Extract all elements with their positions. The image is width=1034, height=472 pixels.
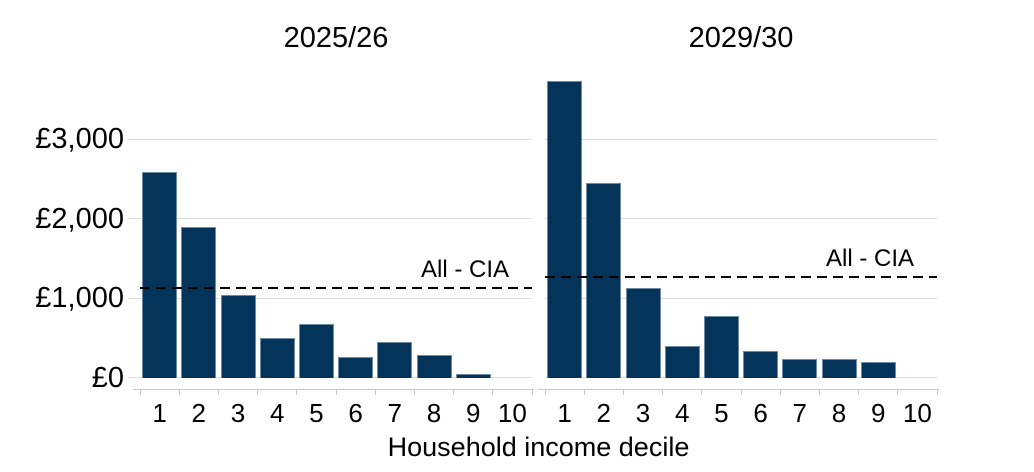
x-axis-tick xyxy=(453,389,455,395)
bar-decile-9 xyxy=(860,361,896,378)
x-axis-tick xyxy=(178,389,180,395)
reference-line-label: All - CIA xyxy=(420,256,509,284)
x-tick-label-decile-2: 2 xyxy=(596,398,612,428)
x-tick-label-decile-3: 3 xyxy=(230,398,246,428)
y-tick-label: £0 xyxy=(91,361,124,394)
x-tick-label-decile-9: 9 xyxy=(465,398,481,428)
bar-decile-8 xyxy=(821,358,857,378)
bar-decile-4 xyxy=(259,337,295,378)
bar-decile-8 xyxy=(416,354,452,378)
x-tick-label-decile-10: 10 xyxy=(902,398,932,428)
bar-decile-1 xyxy=(547,80,583,378)
y-axis-tick xyxy=(128,218,141,219)
bar-decile-7 xyxy=(782,358,818,378)
x-axis-tick xyxy=(257,389,259,395)
gridline xyxy=(545,297,937,299)
gridline xyxy=(140,218,532,219)
bar-decile-1 xyxy=(142,171,178,378)
x-tick-label-decile-7: 7 xyxy=(387,398,403,428)
gridline xyxy=(545,218,937,219)
bar-decile-9 xyxy=(455,373,491,378)
x-tick-label-decile-1: 1 xyxy=(557,398,572,428)
x-axis-tick xyxy=(139,389,141,395)
reference-line xyxy=(140,287,532,290)
x-tick-label-decile-5: 5 xyxy=(309,398,324,428)
x-axis-tick xyxy=(413,389,415,395)
bar-decile-2 xyxy=(181,226,217,378)
x-axis-tick xyxy=(662,389,664,395)
x-axis-title: Household income decile xyxy=(387,432,690,462)
bar-decile-3 xyxy=(220,294,256,378)
x-axis-tick xyxy=(818,389,820,395)
y-axis-tick xyxy=(128,297,141,299)
y-tick-label: £3,000 xyxy=(35,123,124,155)
gridline xyxy=(140,377,532,378)
y-axis-tick xyxy=(128,138,141,140)
y-tick-label: £1,000 xyxy=(35,282,124,314)
x-axis-tick xyxy=(622,389,624,395)
bar-decile-6 xyxy=(338,356,374,378)
gridline xyxy=(140,297,532,299)
bar-decile-6 xyxy=(743,350,779,378)
x-axis-tick xyxy=(217,389,219,395)
x-axis-tick xyxy=(740,389,742,395)
x-tick-label-decile-8: 8 xyxy=(426,398,442,428)
x-tick-label-decile-6: 6 xyxy=(753,398,768,428)
x-axis-tick xyxy=(583,389,585,395)
x-axis-tick xyxy=(492,389,494,395)
gridline xyxy=(140,138,532,140)
x-axis-tick xyxy=(296,389,298,395)
x-axis-tick xyxy=(374,389,376,395)
x-axis-line xyxy=(133,389,534,390)
x-axis-tick xyxy=(779,389,781,395)
bar-decile-2 xyxy=(586,182,622,378)
bar-decile-3 xyxy=(625,287,661,378)
x-axis-tick xyxy=(701,389,703,395)
x-tick-label-decile-8: 8 xyxy=(831,398,847,428)
x-tick-label-decile-9: 9 xyxy=(870,398,886,428)
x-tick-label-decile-6: 6 xyxy=(348,398,363,428)
x-tick-label-decile-5: 5 xyxy=(714,398,729,428)
bar-decile-4 xyxy=(664,345,700,378)
x-tick-label-decile-7: 7 xyxy=(792,398,808,428)
x-tick-label-decile-4: 4 xyxy=(269,398,285,428)
x-axis-tick xyxy=(544,389,546,395)
x-axis-tick xyxy=(936,389,938,395)
x-tick-label-decile-2: 2 xyxy=(191,398,207,428)
gridline xyxy=(545,377,937,378)
bar-decile-5 xyxy=(703,315,739,378)
x-tick-label-decile-10: 10 xyxy=(497,398,527,428)
bar-decile-5 xyxy=(298,323,334,378)
x-axis-tick xyxy=(531,389,533,395)
panel-2029-30-title: 2029/30 xyxy=(688,22,794,54)
bar-decile-7 xyxy=(377,341,413,378)
y-axis-tick xyxy=(128,377,141,378)
gridline xyxy=(545,138,937,140)
x-axis-tick xyxy=(335,389,337,395)
x-axis-line xyxy=(538,389,939,390)
x-tick-label-decile-1: 1 xyxy=(152,398,167,428)
x-axis-tick xyxy=(858,389,860,395)
reference-line-label: All - CIA xyxy=(825,244,914,272)
y-tick-label: £2,000 xyxy=(35,202,124,235)
panel-2025-26-title: 2025/26 xyxy=(283,22,389,54)
x-tick-label-decile-4: 4 xyxy=(674,398,690,428)
reference-line xyxy=(545,275,937,278)
x-tick-label-decile-3: 3 xyxy=(635,398,651,428)
x-axis-tick xyxy=(897,389,899,395)
